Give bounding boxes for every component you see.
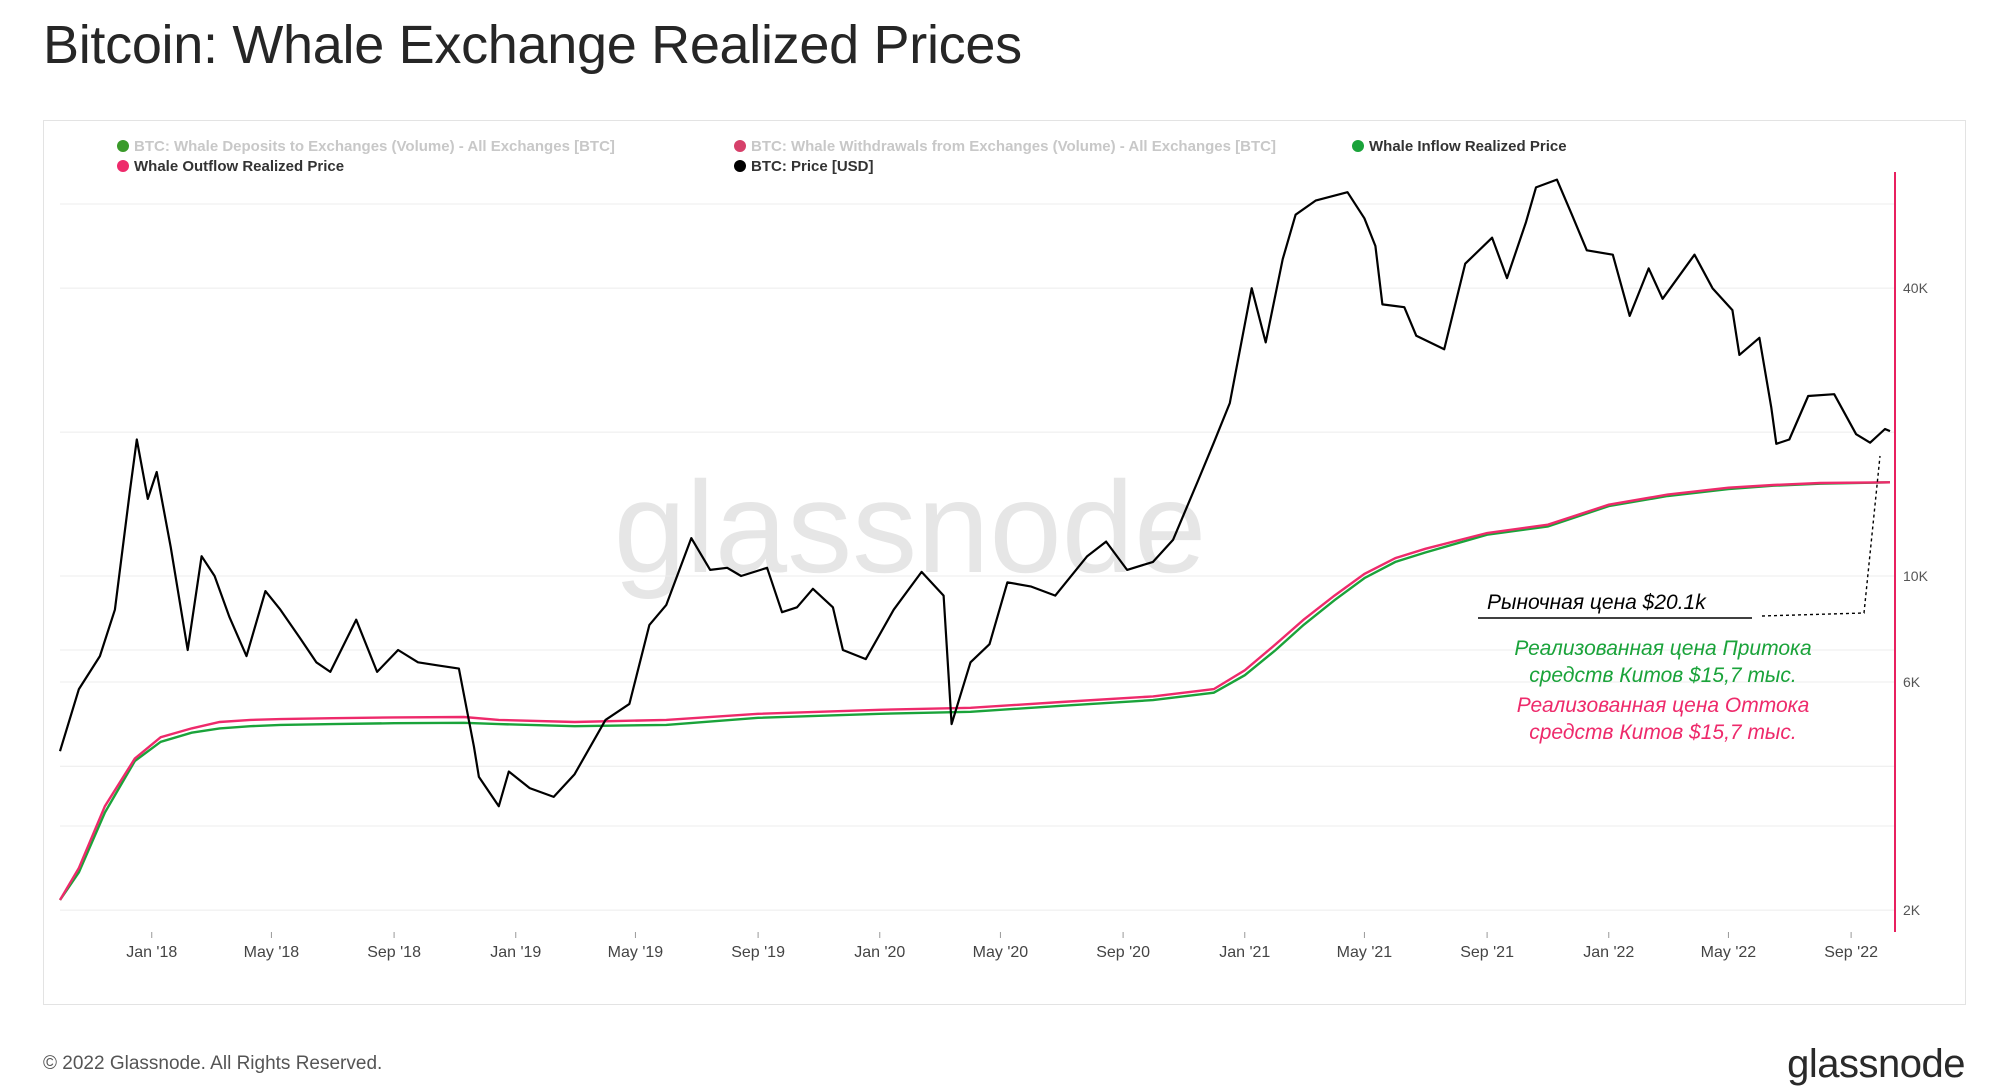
annotation-inflow-line-2: средств Китов $15,7 тыс. (1529, 664, 1796, 687)
legend-label-price: BTC: Price [USD] (751, 158, 874, 175)
annotation-outflow-line-2: средств Китов $15,7 тыс. (1529, 721, 1796, 744)
x-tick-label: Jan '19 (490, 944, 541, 961)
legend-item-btc-price[interactable]: BTC: Price [USD] (734, 158, 874, 175)
copyright-footer: © 2022 Glassnode. All Rights Reserved. (43, 1053, 383, 1074)
annotation-leader-line (1761, 455, 1881, 617)
x-tick-label: May '21 (1337, 944, 1393, 961)
annotation-inflow-realized: Реализованная цена Притока средств Китов… (1514, 637, 1811, 687)
annotation-market-price-text: Рыночная цена $20.1k (1487, 591, 1707, 614)
legend-dot-outflow (117, 160, 129, 172)
x-tick-label: Jan '21 (1219, 944, 1270, 961)
legend-item-whale-withdrawals[interactable]: BTC: Whale Withdrawals from Exchanges (V… (734, 138, 1276, 155)
series-line-outflow-realized-price (58, 481, 1891, 901)
legend-label-inflow: Whale Inflow Realized Price (1369, 138, 1567, 155)
annotation-outflow-realized: Реализованная цена Оттока средств Китов … (1517, 694, 1810, 744)
legend-label-outflow: Whale Outflow Realized Price (134, 158, 344, 175)
legend-dot-inflow (1352, 140, 1364, 152)
series-line-inflow-realized-price (59, 481, 1891, 901)
y-tick-labels: 40K 10K 6K 2K (1903, 280, 1929, 918)
y-tick-label: 6K (1903, 674, 1921, 690)
annotation-market-price: Рыночная цена $20.1k (1478, 455, 1881, 619)
x-tick-label: May '20 (973, 944, 1029, 961)
legend-label-whale-deposits: BTC: Whale Deposits to Exchanges (Volume… (134, 138, 615, 155)
y-tick-label: 40K (1903, 280, 1929, 296)
legend-item-whale-deposits[interactable]: BTC: Whale Deposits to Exchanges (Volume… (117, 138, 615, 155)
x-tick-label: Jan '18 (126, 944, 177, 961)
watermark-text: glassnode (614, 454, 1207, 600)
x-tick-label: May '18 (244, 944, 300, 961)
x-tick-label: May '22 (1701, 944, 1757, 961)
legend-label-whale-withdrawals: BTC: Whale Withdrawals from Exchanges (V… (751, 138, 1276, 155)
grid-lines (60, 203, 1895, 911)
x-tick-label: Sep '21 (1460, 944, 1514, 961)
legend: BTC: Whale Deposits to Exchanges (Volume… (117, 138, 1567, 175)
legend-dot-whale-deposits (117, 140, 129, 152)
x-tick-label: Jan '20 (854, 944, 905, 961)
x-tick-label: Sep '20 (1096, 944, 1150, 961)
series-line-btc-price (58, 178, 1891, 808)
x-tick-label: Sep '22 (1824, 944, 1878, 961)
legend-dot-whale-withdrawals (734, 140, 746, 152)
annotation-outflow-line-1: Реализованная цена Оттока (1517, 694, 1810, 717)
x-tick-label: Sep '18 (367, 944, 421, 961)
y-tick-label: 2K (1903, 902, 1921, 918)
annotation-inflow-line-1: Реализованная цена Притока (1514, 637, 1811, 660)
legend-item-inflow-realized-price[interactable]: Whale Inflow Realized Price (1352, 138, 1567, 155)
x-tick-label: Sep '19 (731, 944, 785, 961)
x-tick-label: Jan '22 (1583, 944, 1634, 961)
chart-panel (43, 120, 1966, 1005)
brand-logo[interactable]: glassnode (1787, 1042, 1965, 1086)
x-tick-label: May '19 (608, 944, 664, 961)
page-title: Bitcoin: Whale Exchange Realized Prices (43, 15, 1022, 75)
legend-item-outflow-realized-price[interactable]: Whale Outflow Realized Price (117, 158, 344, 175)
legend-dot-price (734, 160, 746, 172)
x-tick-labels: Jan '18 May '18 Sep '18 Jan '19 May '19 Sep '… (126, 932, 1878, 961)
y-tick-label: 10K (1903, 568, 1929, 584)
